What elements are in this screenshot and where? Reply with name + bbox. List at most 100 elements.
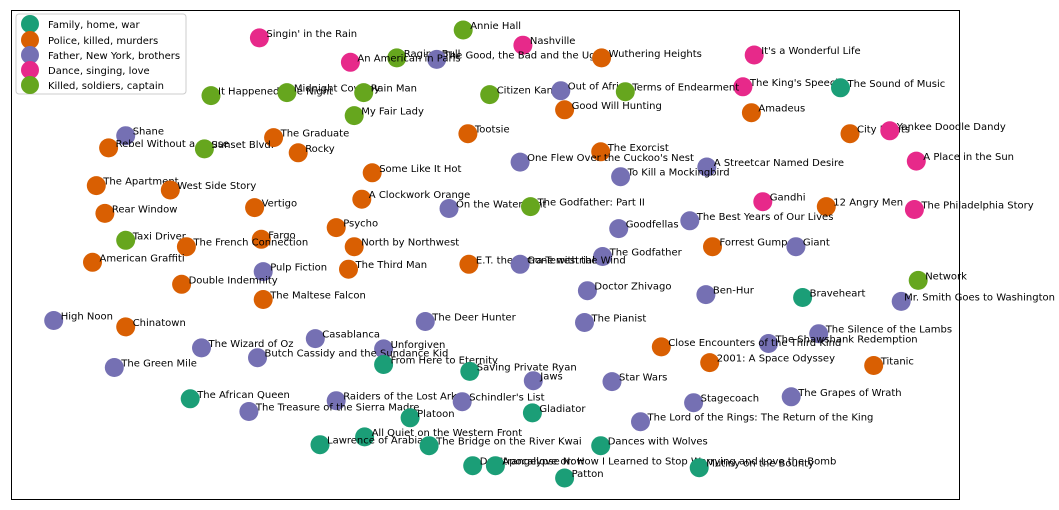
point-marker <box>44 311 64 330</box>
data-point-the-wizard-of-oz: The Wizard of Oz <box>192 338 294 358</box>
data-point-lawrence-of-arabia: Lawrence of Arabia <box>310 435 423 455</box>
data-point-chinatown: Chinatown <box>116 317 186 337</box>
point-label: West Side Story <box>177 181 256 192</box>
data-point-west-side-story: West Side Story <box>160 180 256 200</box>
point-marker <box>180 389 200 409</box>
legend-label: Family, home, war <box>48 20 141 31</box>
point-marker <box>591 142 611 162</box>
data-point-the-exorcist: The Exorcist <box>591 142 669 162</box>
point-marker <box>696 285 716 305</box>
point-marker <box>759 334 778 353</box>
point-label: Jaws <box>539 372 562 383</box>
point-label: The Godfather <box>609 248 683 259</box>
point-label: The Exorcist <box>607 143 669 154</box>
point-marker <box>593 247 613 266</box>
data-point-from-here-to-eternity: From Here to Eternity <box>374 355 498 374</box>
point-label: Forrest Gump <box>720 238 788 249</box>
point-marker <box>116 230 136 250</box>
data-point-out-of-africa: Out of Africa <box>551 81 630 101</box>
point-label: My Fair Lady <box>361 107 424 118</box>
point-label: One Flew Over the Cuckoo's Nest <box>527 153 694 164</box>
point-label: Gone with the Wind <box>527 255 626 266</box>
point-label: American Graffiti <box>100 253 185 264</box>
point-marker <box>684 393 704 413</box>
point-label: 2001: A Space Odyssey <box>717 354 835 365</box>
point-label: The Best Years of Our Lives <box>696 212 834 223</box>
legend-label: Police, killed, murders <box>48 36 158 47</box>
point-marker <box>906 151 926 171</box>
data-point-the-pianist: The Pianist <box>575 313 646 332</box>
data-point-double-indemnity: Double Indemnity <box>172 274 278 294</box>
data-point-giant: Giant <box>786 237 830 257</box>
point-marker <box>253 290 273 309</box>
point-marker <box>374 355 394 374</box>
point-label: Patton <box>572 469 604 480</box>
point-marker <box>555 468 575 488</box>
data-point-gandhi: Gandhi <box>753 192 805 212</box>
data-point-dances-with-wolves: Dances with Wolves <box>591 436 708 456</box>
data-point-close-encounters-of-the-third-kind: Close Encounters of the Third Kind <box>651 337 841 357</box>
point-marker <box>510 152 530 172</box>
data-point-star-wars: Star Wars <box>602 372 667 392</box>
point-label: From Here to Eternity <box>391 356 498 367</box>
data-point-some-like-it-hot: Some Like It Hot <box>362 163 462 183</box>
point-marker <box>816 197 836 217</box>
data-point-gone-with-the-wind: Gone with the Wind <box>510 254 626 274</box>
point-label: The Deer Hunter <box>431 313 516 324</box>
point-label: A Streetcar Named Desire <box>714 158 844 169</box>
point-marker <box>631 412 650 432</box>
data-point-a-place-in-the-sun: A Place in the Sun <box>906 151 1014 171</box>
point-label: The Shawshank Redemption <box>775 335 918 346</box>
point-label: Fargo <box>268 230 295 241</box>
data-point-shane: Shane <box>116 126 164 146</box>
data-point-butch-cassidy-and-the-sundance-kid: Butch Cassidy and the Sundance Kid <box>248 348 448 368</box>
point-marker <box>192 338 211 358</box>
data-point-psycho: Psycho <box>326 218 378 238</box>
data-point-the-godfather: The Godfather <box>593 247 683 266</box>
point-label: The Good, the Bad and the Ugly <box>443 50 605 61</box>
point-marker <box>453 20 473 40</box>
point-label: Ben-Hur <box>713 286 755 297</box>
point-marker <box>523 371 543 391</box>
data-point-the-maltese-falcon: The Maltese Falcon <box>253 290 366 309</box>
data-point-raiders-of-the-lost-ark: Raiders of the Lost Ark <box>326 391 457 411</box>
data-point-titanic: Titanic <box>864 356 914 375</box>
point-marker <box>83 252 102 272</box>
point-marker <box>387 48 407 68</box>
data-point-a-streetcar-named-desire: A Streetcar Named Desire <box>697 157 844 177</box>
point-marker <box>339 259 358 279</box>
point-label: Tootsie <box>474 125 510 136</box>
point-label: A Clockwork Orange <box>369 190 471 201</box>
data-point-rain-man: Rain Man <box>354 83 417 103</box>
point-label: To Kill a Mockingbird <box>627 168 730 179</box>
point-marker <box>374 339 394 359</box>
data-point-the-lord-of-the-rings-the-return-of-the-king: The Lord of the Rings: The Return of the… <box>631 412 873 432</box>
point-marker <box>904 200 924 219</box>
point-label: All Quiet on the Western Front <box>372 428 523 439</box>
point-label: Rebel Without a Cause <box>116 139 230 150</box>
point-marker <box>253 262 273 282</box>
data-point-it-happened-one-night: It Happened One Night <box>201 86 333 106</box>
point-marker <box>733 77 753 97</box>
point-label: Dr. Strangelove or: How I Learned to Sto… <box>480 457 837 468</box>
data-point-the-godfather-part-ii: The Godfather: Part II <box>521 197 645 217</box>
data-point-the-bridge-on-the-river-kwai: The Bridge on the River Kwai <box>419 436 582 456</box>
point-marker <box>480 85 500 105</box>
point-label: Network <box>925 271 967 282</box>
data-point-north-by-northwest: North by Northwest <box>344 237 459 257</box>
point-marker <box>615 82 635 102</box>
point-label: Close Encounters of the Third Kind <box>668 338 841 349</box>
point-marker <box>400 408 420 428</box>
point-marker <box>310 435 330 455</box>
data-point-pulp-fiction: Pulp Fiction <box>253 262 327 282</box>
point-label: Giant <box>803 238 830 249</box>
point-label: Raiders of the Lost Ark <box>343 392 457 403</box>
point-label: Unforgiven <box>391 340 446 351</box>
point-label: The Philadelphia Story <box>920 201 1033 212</box>
point-marker <box>99 138 119 158</box>
point-label: The Bridge on the River Kwai <box>435 437 582 448</box>
point-marker <box>340 52 360 72</box>
data-point-rebel-without-a-cause: Rebel Without a Cause <box>99 138 230 158</box>
point-marker <box>700 353 720 373</box>
point-marker <box>245 198 265 218</box>
